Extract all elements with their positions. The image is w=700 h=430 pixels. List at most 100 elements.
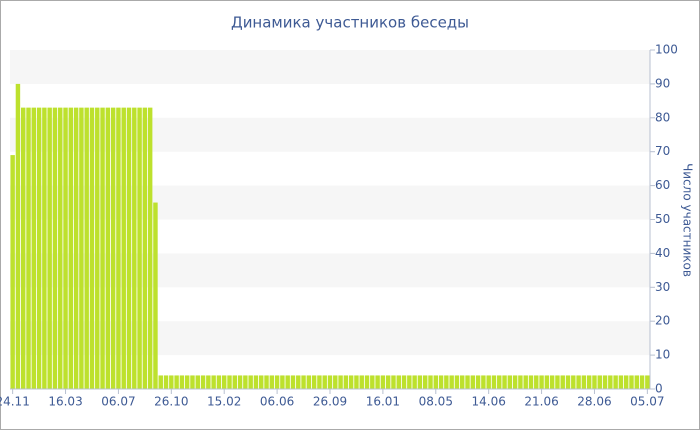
bar (634, 375, 639, 389)
bar (576, 375, 581, 389)
x-tick-label: 21.06 (524, 395, 558, 409)
bar (200, 375, 206, 389)
bar (137, 107, 142, 389)
bar (63, 107, 68, 389)
x-tick-label: 26.09 (313, 395, 347, 409)
y-tick-label: 10 (655, 348, 670, 362)
bar (571, 375, 576, 389)
bar (317, 375, 322, 389)
bar (163, 375, 169, 389)
bar (486, 375, 491, 389)
bar (385, 375, 391, 389)
bar (110, 107, 116, 389)
grid-band (10, 50, 650, 84)
bar (539, 375, 544, 389)
bar (391, 375, 396, 389)
bar (190, 375, 195, 389)
bar (613, 375, 618, 389)
bar (497, 375, 502, 389)
bar (311, 375, 317, 389)
bar (100, 107, 105, 389)
bar (327, 375, 333, 389)
bar (58, 107, 63, 389)
bar (460, 375, 465, 389)
bar (42, 107, 47, 389)
y-tick-label: 100 (655, 43, 678, 57)
bar (370, 375, 375, 389)
bar (147, 107, 153, 389)
bar (364, 375, 370, 389)
bar (333, 375, 338, 389)
y-tick-label: 60 (655, 178, 670, 192)
bar (433, 375, 439, 389)
y-tick-label: 0 (655, 382, 663, 396)
bar (21, 107, 26, 389)
bar (645, 375, 650, 389)
bar (343, 375, 349, 389)
bar (68, 107, 74, 389)
bar (534, 375, 539, 389)
bar (470, 375, 476, 389)
bar (565, 375, 571, 389)
bar (253, 375, 259, 389)
x-tick-label: 26.10 (154, 395, 188, 409)
bar (592, 375, 597, 389)
bar (396, 375, 401, 389)
bar (95, 107, 100, 389)
x-tick-label: 15.02 (207, 395, 241, 409)
bar (608, 375, 613, 389)
y-tick-label: 40 (655, 246, 670, 260)
bar (47, 107, 52, 389)
bar (597, 375, 602, 389)
bar (518, 375, 523, 389)
bar (639, 375, 645, 389)
x-tick-label: 14.06 (471, 395, 505, 409)
x-tick-label: 24.11 (0, 395, 30, 409)
bar (528, 375, 534, 389)
bar (105, 107, 111, 389)
bar (375, 375, 380, 389)
bar (158, 375, 163, 389)
bar (449, 375, 454, 389)
chart-title: Динамика участников беседы (231, 14, 469, 32)
bar (10, 155, 15, 389)
bar (227, 375, 232, 389)
bar (555, 375, 560, 389)
bar (274, 375, 280, 389)
bar (142, 107, 148, 389)
x-tick-label: 05.07 (630, 395, 664, 409)
bar (26, 107, 31, 389)
bar (502, 375, 507, 389)
bar (512, 375, 518, 389)
bar (602, 375, 608, 389)
bar (206, 375, 211, 389)
bar (269, 375, 275, 389)
bar (126, 107, 132, 389)
bar (169, 375, 174, 389)
bar (264, 375, 269, 389)
x-tick-label: 28.06 (577, 395, 611, 409)
bar (211, 375, 216, 389)
y-tick-label: 20 (655, 314, 670, 328)
bar (248, 375, 253, 389)
bar (481, 375, 486, 389)
bar (79, 107, 84, 389)
bar (121, 107, 126, 389)
bar (243, 375, 248, 389)
bar (73, 107, 79, 389)
x-tick-label: 06.07 (101, 395, 135, 409)
bar (216, 375, 222, 389)
y-tick-label: 70 (655, 144, 670, 158)
bar (475, 375, 481, 389)
bar (581, 375, 587, 389)
bar (422, 375, 428, 389)
bar (290, 375, 296, 389)
bar (116, 107, 121, 389)
bar (428, 375, 433, 389)
bar (322, 375, 327, 389)
bar (560, 375, 565, 389)
bar (586, 375, 592, 389)
bar (15, 83, 21, 390)
bar (354, 375, 359, 389)
y-tick-label: 30 (655, 280, 670, 294)
